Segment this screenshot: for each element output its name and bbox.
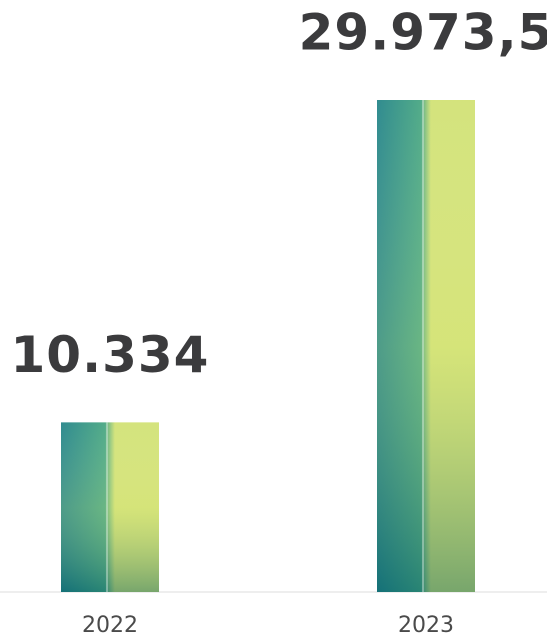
value-label: 10.334: [11, 326, 210, 384]
bar-wash: [377, 100, 475, 592]
bar-wash: [61, 422, 159, 592]
value-label: 29.973,5: [299, 4, 547, 62]
x-tick-label: 2022: [82, 613, 138, 638]
x-tick-label: 2023: [398, 613, 454, 638]
